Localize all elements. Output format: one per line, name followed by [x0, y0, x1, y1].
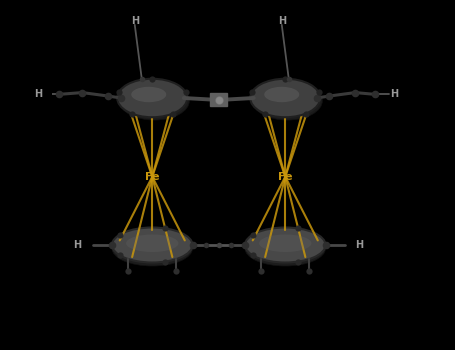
Ellipse shape [126, 234, 178, 252]
Ellipse shape [250, 79, 320, 117]
Bar [210, 93, 228, 106]
Ellipse shape [112, 228, 192, 262]
Ellipse shape [131, 87, 166, 102]
Ellipse shape [117, 79, 187, 117]
Ellipse shape [245, 231, 325, 266]
Text: H: H [131, 16, 139, 26]
Text: H: H [278, 16, 286, 26]
Text: Fe: Fe [278, 172, 293, 182]
Ellipse shape [245, 228, 325, 262]
Text: H: H [35, 89, 43, 99]
Text: H: H [389, 89, 398, 99]
Ellipse shape [119, 82, 189, 120]
Text: Fe: Fe [145, 172, 160, 182]
Ellipse shape [259, 234, 311, 252]
Ellipse shape [253, 82, 322, 120]
Ellipse shape [112, 231, 192, 266]
Text: H: H [355, 240, 363, 250]
Ellipse shape [264, 87, 299, 102]
Text: H: H [73, 240, 81, 250]
